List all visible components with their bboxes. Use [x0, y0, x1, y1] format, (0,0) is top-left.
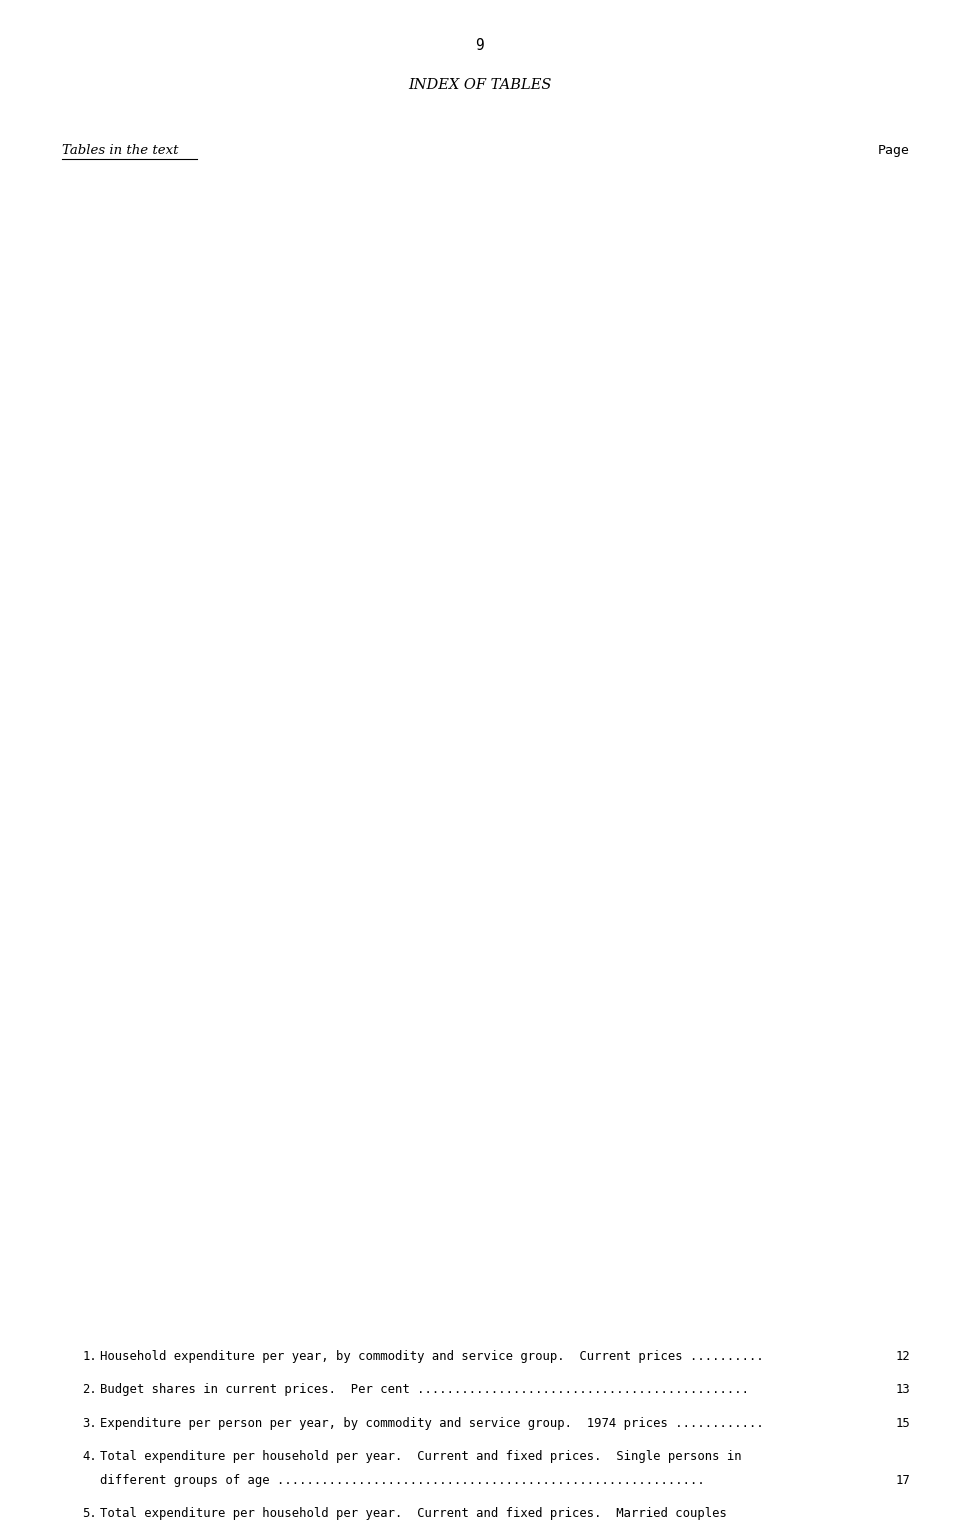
Text: 9: 9 — [475, 38, 485, 54]
Text: 3.: 3. — [83, 1416, 97, 1430]
Text: Household expenditure per year, by commodity and service group.  Current prices : Household expenditure per year, by commo… — [100, 1350, 764, 1362]
Text: Budget shares in current prices.  Per cent .....................................: Budget shares in current prices. Per cen… — [100, 1384, 749, 1396]
Text: 17: 17 — [896, 1474, 910, 1486]
Text: 13: 13 — [896, 1384, 910, 1396]
Text: Tables in the text: Tables in the text — [62, 144, 179, 157]
Text: 1.: 1. — [83, 1350, 97, 1362]
Text: 4.: 4. — [83, 1449, 97, 1463]
Text: Total expenditure per household per year.  Current and fixed prices.  Single per: Total expenditure per household per year… — [100, 1449, 742, 1463]
Text: different groups of age ........................................................: different groups of age ................… — [100, 1474, 705, 1486]
Text: Page: Page — [878, 144, 910, 157]
Text: 12: 12 — [896, 1350, 910, 1362]
Text: 2.: 2. — [83, 1384, 97, 1396]
Text: 15: 15 — [896, 1416, 910, 1430]
Text: 5.: 5. — [83, 1508, 97, 1520]
Text: INDEX OF TABLES: INDEX OF TABLES — [408, 78, 552, 92]
Text: Total expenditure per household per year.  Current and fixed prices.  Married co: Total expenditure per household per year… — [100, 1508, 727, 1520]
Text: Expenditure per person per year, by commodity and service group.  1974 prices ..: Expenditure per person per year, by comm… — [100, 1416, 764, 1430]
